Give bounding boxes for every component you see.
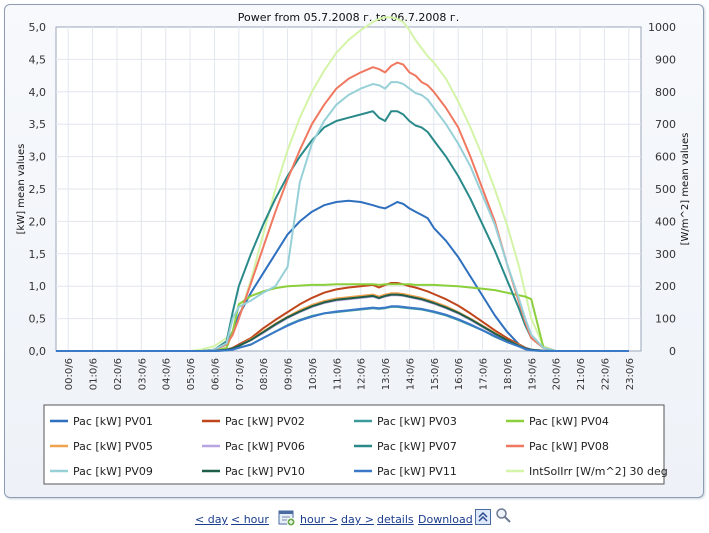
x-tick-label: 10:0/6 xyxy=(308,358,319,390)
x-tick-label: 05:0/6 xyxy=(186,358,197,390)
legend-label: Pac [kW] PV03 xyxy=(377,415,457,428)
y-tick-label: 4,5 xyxy=(29,53,47,66)
legend-label: Pac [kW] PV04 xyxy=(529,415,609,428)
x-tick-label: 18:0/6 xyxy=(503,358,514,390)
legend-label: Pac [kW] PV09 xyxy=(73,465,153,478)
x-tick-label: 01:0/6 xyxy=(89,358,100,390)
y2-tick-label: 300 xyxy=(655,248,676,261)
series-line-10 xyxy=(56,293,629,352)
legend-label: Pac [kW] PV07 xyxy=(377,440,457,453)
series-line-9 xyxy=(56,81,629,352)
x-tick-label: 15:0/6 xyxy=(430,358,441,390)
y2-tick-label: 200 xyxy=(655,280,676,293)
y-axis-label: [kW] mean values xyxy=(16,144,27,235)
double-chevron-up-icon[interactable] xyxy=(475,509,492,529)
y-tick-label: 2,5 xyxy=(29,183,47,196)
details-link[interactable]: details xyxy=(377,513,414,526)
legend-label: Pac [kW] PV10 xyxy=(225,465,305,478)
magnifier-icon[interactable] xyxy=(495,507,512,527)
legend-label: Pac [kW] PV11 xyxy=(377,465,457,478)
x-tick-label: 21:0/6 xyxy=(576,358,587,390)
navigation-footer: < day < hour hour > day > details Downlo… xyxy=(0,506,709,533)
series-line-7 xyxy=(56,110,629,352)
calendar-icon[interactable] xyxy=(278,509,296,530)
y2-tick-label: 700 xyxy=(655,118,676,131)
y2-tick-label: 100 xyxy=(655,313,676,326)
x-tick-label: 11:0/6 xyxy=(332,358,343,390)
prev-hour-link[interactable]: < hour xyxy=(231,513,269,526)
x-tick-label: 14:0/6 xyxy=(405,358,416,390)
y-tick-label: 0,5 xyxy=(29,313,47,326)
x-tick-label: 06:0/6 xyxy=(210,358,221,390)
y2-tick-label: 900 xyxy=(655,53,676,66)
next-hour-link[interactable]: hour > xyxy=(300,513,338,526)
x-tick-label: 17:0/6 xyxy=(479,358,490,390)
series-line-11 xyxy=(56,305,629,352)
legend-label: Pac [kW] PV01 xyxy=(73,415,153,428)
y2-tick-label: 400 xyxy=(655,215,676,228)
x-tick-label: 07:0/6 xyxy=(235,358,246,390)
x-tick-label: 09:0/6 xyxy=(284,358,295,390)
x-tick-label: 04:0/6 xyxy=(162,358,173,390)
y2-tick-label: 800 xyxy=(655,86,676,99)
legend-label: IntSolIrr [W/m^2] 30 deg xyxy=(529,465,668,478)
legend-label: Pac [kW] PV02 xyxy=(225,415,305,428)
x-tick-label: 00:0/6 xyxy=(64,358,75,390)
x-tick-label: 16:0/6 xyxy=(454,358,465,390)
next-day-link[interactable]: day > xyxy=(341,513,374,526)
x-tick-label: 20:0/6 xyxy=(552,358,563,390)
x-tick-label: 19:0/6 xyxy=(527,358,538,390)
series-line-2 xyxy=(56,282,629,352)
legend-label: Pac [kW] PV05 xyxy=(73,440,153,453)
chart-title: Power from 05.7.2008 г. to 06.7.2008 г. xyxy=(238,11,459,24)
y-tick-label: 1,5 xyxy=(29,248,47,261)
y2-tick-label: 500 xyxy=(655,183,676,196)
power-chart: 0,0 0,5 1,0 1,5 2,0 2,5 3,0 3,5 4,0 4,5 5,0 0 100 200… xyxy=(16,11,691,485)
y2-tick-label: 1000 xyxy=(648,21,676,34)
y-tick-label: 3,5 xyxy=(29,118,47,131)
series-line-1 xyxy=(56,199,629,352)
y-tick-label: 4,0 xyxy=(29,86,47,99)
x-tick-label: 23:0/6 xyxy=(625,358,636,390)
x-tick-label: 22:0/6 xyxy=(600,358,611,390)
prev-day-link[interactable]: < day xyxy=(195,513,228,526)
series-line-4 xyxy=(56,283,629,352)
x-tick-label: 03:0/6 xyxy=(137,358,148,390)
download-link[interactable]: Download xyxy=(418,513,473,526)
y2-tick-label: 600 xyxy=(655,151,676,164)
y-tick-label: 2,0 xyxy=(29,215,47,228)
y-tick-label: 1,0 xyxy=(29,280,47,293)
y-tick-label: 5,0 xyxy=(29,21,47,34)
y-tick-label: 0,0 xyxy=(29,345,47,358)
legend-label: Pac [kW] PV08 xyxy=(529,440,609,453)
x-tick-label: 08:0/6 xyxy=(259,358,270,390)
y2-axis-label: [W/m^2] mean values xyxy=(680,133,691,246)
x-tick-label: 12:0/6 xyxy=(357,358,368,390)
legend-label: Pac [kW] PV06 xyxy=(225,440,305,453)
y2-tick-label: 0 xyxy=(669,345,676,358)
x-tick-label: 02:0/6 xyxy=(113,358,124,390)
x-tick-label: 13:0/6 xyxy=(381,358,392,390)
y-tick-label: 3,0 xyxy=(29,151,47,164)
